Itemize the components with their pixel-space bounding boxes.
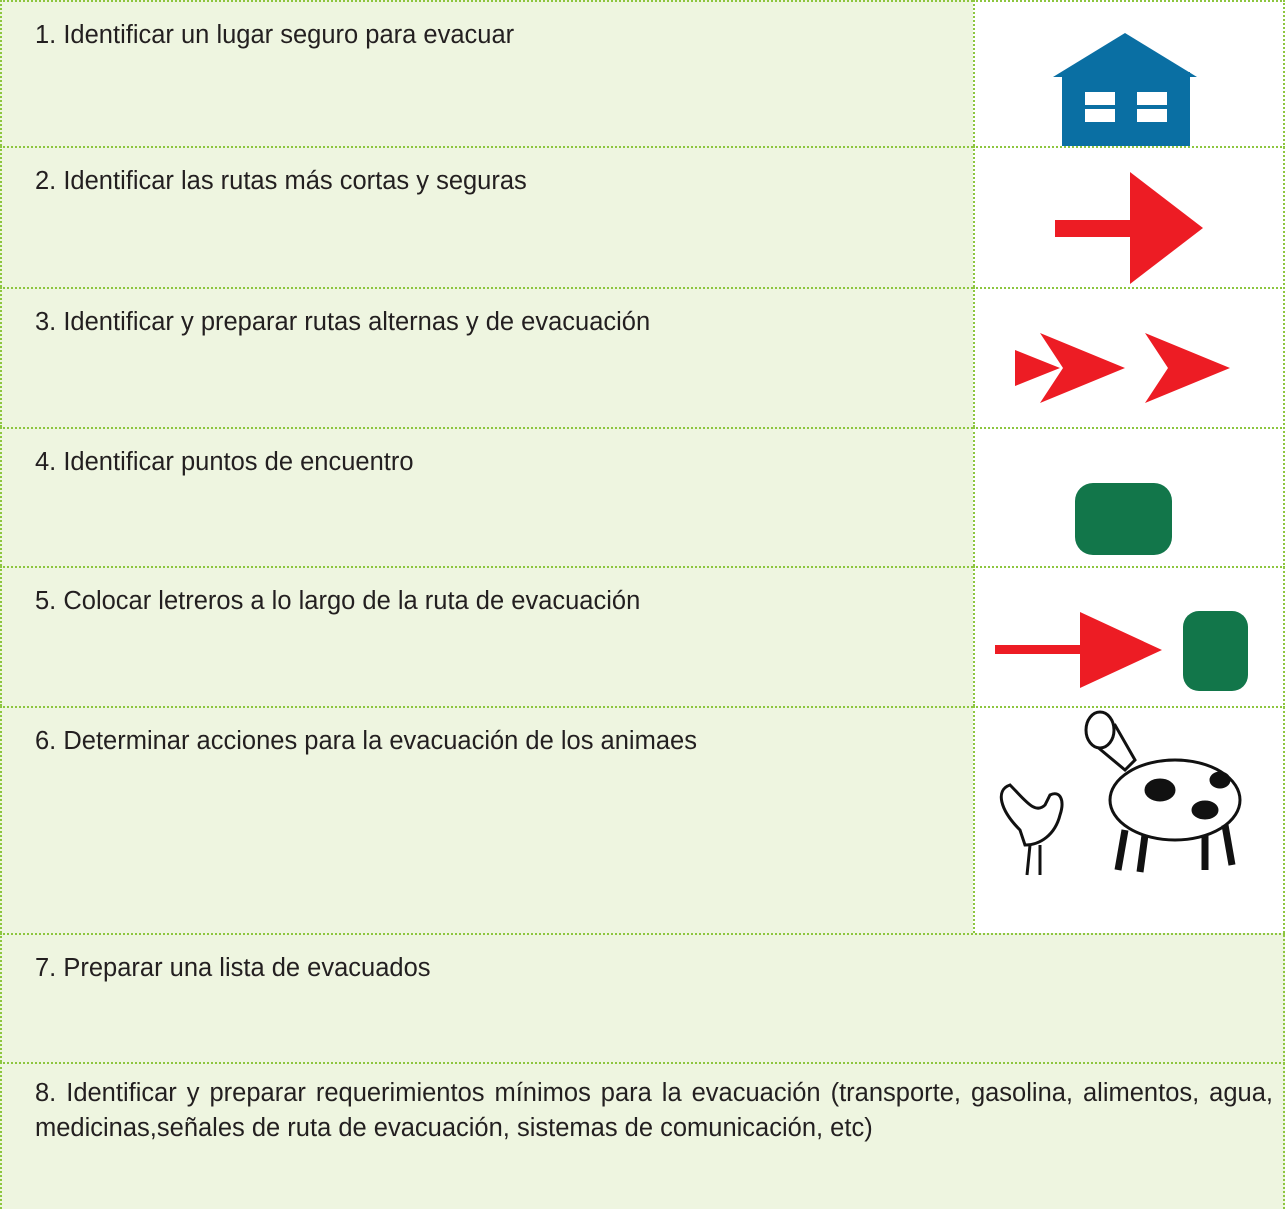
step: 5. Colocar letreros a lo largo de la rut…: [0, 566, 973, 706]
step: 3. Identificar y preparar rutas alternas…: [0, 287, 973, 427]
chevrons-icon: [1015, 333, 1230, 403]
step: 7. Preparar una lista de evacuados: [0, 933, 1285, 1062]
step: 1. Identificar un lugar seguro para evac…: [0, 0, 973, 146]
border: [1283, 0, 1285, 1209]
step: 6. Determinar acciones para la evacuació…: [0, 706, 973, 933]
animals-icon: [999, 710, 1242, 876]
step: 4. Identificar puntos de encuentro: [0, 427, 973, 566]
step: 8. Identificar y preparar requerimientos…: [0, 1062, 1285, 1209]
step: 2. Identificar las rutas más cortas y se…: [0, 146, 973, 287]
arrow-icon: [1055, 172, 1203, 284]
house-icon: [1053, 33, 1197, 146]
icon-cell: [973, 146, 1285, 287]
meeting-point-icon: [1075, 483, 1172, 555]
sign-icon: [995, 611, 1248, 691]
